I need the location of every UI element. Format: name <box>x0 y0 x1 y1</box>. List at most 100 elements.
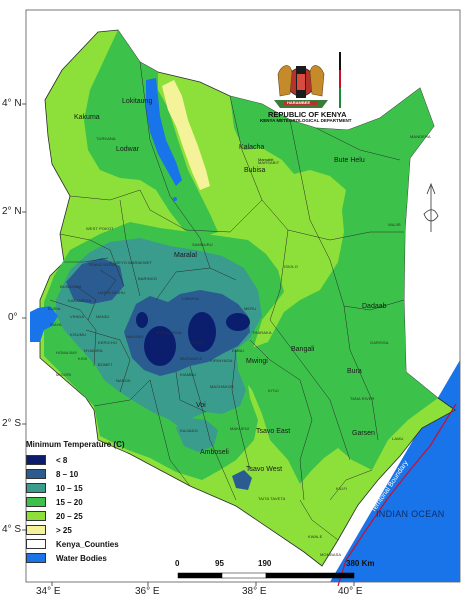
county-migori: MIGORI <box>56 372 72 377</box>
lake-baringo <box>173 197 177 201</box>
ocean-label: INDIAN OCEAN <box>376 509 445 519</box>
county-tana-river: TANA RIVER <box>350 396 375 401</box>
town-bute-helu: Bute Helu <box>334 157 365 164</box>
town-garsen: Garsen <box>352 430 375 437</box>
county-nyeri: NYERI <box>190 340 203 345</box>
legend-swatch <box>26 511 46 521</box>
lake-turkana <box>146 78 182 186</box>
x-tick-40: 40° E <box>338 586 363 597</box>
county-mombasa: MOMBASA <box>320 552 342 557</box>
county-baringo: BARINGO <box>138 276 158 281</box>
legend-swatch <box>26 497 46 507</box>
town-marsabit: Marsabit <box>258 157 274 162</box>
town-lodwar: Lodwar <box>116 146 139 153</box>
county-kisumu: KISUMU <box>70 332 87 337</box>
scale-label-0: 0 <box>175 559 180 568</box>
legend-swatch <box>26 483 46 493</box>
x-tick-34: 34° E <box>36 586 61 597</box>
county-embu: EMBU <box>232 348 244 353</box>
legend-label: > 25 <box>56 525 72 535</box>
legend-swatch <box>26 525 46 535</box>
county-kisii: KISII <box>78 356 88 361</box>
county-samburu: SAMBURU <box>192 242 213 247</box>
y-tick-0: 0° <box>8 312 18 323</box>
county-mandera: MANDERA <box>410 134 431 139</box>
legend-label: Water Bodies <box>56 553 107 563</box>
legend: Minimum Temperature (C) < 8 8 – 10 10 – … <box>26 440 176 565</box>
county-turkana: TURKANA <box>96 136 116 141</box>
county-meru: MERU <box>244 306 257 311</box>
legend-item: 15 – 20 <box>26 495 176 509</box>
town-maralal: Maralal <box>174 252 197 259</box>
county-homa-bay: HOMA BAY <box>56 350 78 355</box>
county-narok: NAROK <box>116 378 131 383</box>
kenya-coat-of-arms <box>274 52 341 108</box>
legend-item: 8 – 10 <box>26 467 176 481</box>
county-marsabit: MARSABIT <box>258 160 280 165</box>
y-tick-4n: 4° N <box>2 98 22 109</box>
legend-swatch <box>26 539 46 549</box>
county-machakos: MACHAKOS <box>210 384 234 389</box>
town-bubisa: Bubisa <box>244 167 266 174</box>
county-kajiado: KAJIADO <box>180 428 198 433</box>
town-dadaab: Dadaab <box>362 303 387 310</box>
county-wajir: WAJIR <box>388 222 401 227</box>
legend-label: Kenya_Counties <box>56 539 119 549</box>
county-lamu: LAMU <box>392 436 404 441</box>
emblem-motto: HARAMBEE <box>287 100 311 105</box>
legend-title: Minimum Temperature (C) <box>26 440 125 449</box>
town-tsavo-east: Tsavo East <box>256 428 291 435</box>
county-nakuru: NAKURU <box>126 334 144 339</box>
zone-below-8-nyambene <box>226 313 250 331</box>
town-lokitaung: Lokitaung <box>122 98 153 105</box>
x-tick-36: 36° E <box>135 586 160 597</box>
legend-swatch <box>26 469 46 479</box>
legend-swatch <box>26 553 46 563</box>
zone-8-10-south <box>232 470 252 490</box>
town-mwingi: Mwingi <box>246 358 268 365</box>
town-kalacha: Kalacha <box>239 144 265 151</box>
zone-15-20 <box>230 88 438 484</box>
north-arrow-icon <box>423 182 439 232</box>
legend-label: < 8 <box>56 455 68 465</box>
scale-bar <box>177 572 355 579</box>
county-boundaries <box>49 61 405 541</box>
emblem-title: REPUBLIC OF KENYA <box>268 110 347 119</box>
county-bomet: BOMET <box>98 362 113 367</box>
legend-item: Kenya_Counties <box>26 537 176 551</box>
county-nandi: NANDI <box>96 314 109 319</box>
scale-label-95: 95 <box>215 559 224 568</box>
y-tick-4s: 4° S <box>2 524 22 535</box>
county-nyandarua: NYANDARUA <box>156 330 182 335</box>
legend-label: 20 – 25 <box>56 511 83 521</box>
county-kitui: KITUI <box>268 388 279 393</box>
county-bungoma: BUNGOMA <box>60 284 82 289</box>
county-busia: BUSIA <box>48 306 61 311</box>
y-tick-2n: 2° N <box>2 206 22 217</box>
county-elgeyo-marakwet: ELGEYO MARAKWET <box>110 260 153 265</box>
emblem-subtitle: KENYA METEOROLOGICAL DEPARTMENT <box>260 118 352 123</box>
territorial-boundary-line <box>337 403 457 587</box>
town-voi: Voi <box>196 402 206 409</box>
zone-below-8-aberdares <box>144 326 176 366</box>
county-isiolo: ISIOLO <box>284 264 298 269</box>
county-uasin-gishu: UASIN GISHU <box>98 290 126 295</box>
zone-above-25 <box>162 80 210 190</box>
legend-item: 20 – 25 <box>26 509 176 523</box>
town-amboseli: Amboseli <box>200 449 229 456</box>
zone-below-8-mau <box>136 312 148 328</box>
county-nyamira: NYAMIRA <box>84 348 103 353</box>
lake-victoria <box>30 306 58 342</box>
county-kakamega: KAKAMEGA <box>68 298 92 303</box>
county-makueni: MAKUENI <box>230 426 249 431</box>
county-vihiga: VIHIGA <box>70 314 85 319</box>
county-kiambu: KIAMBU <box>180 372 196 377</box>
legend-item: Water Bodies <box>26 551 176 565</box>
county-kilifi: KILIFI <box>336 486 348 491</box>
legend-label: 10 – 15 <box>56 483 83 493</box>
county-laikipia: LAIKIPIA <box>182 296 200 301</box>
county-trans-nzoia: TRANS NZOIA <box>88 262 116 267</box>
zone-8-10-west <box>66 258 124 304</box>
